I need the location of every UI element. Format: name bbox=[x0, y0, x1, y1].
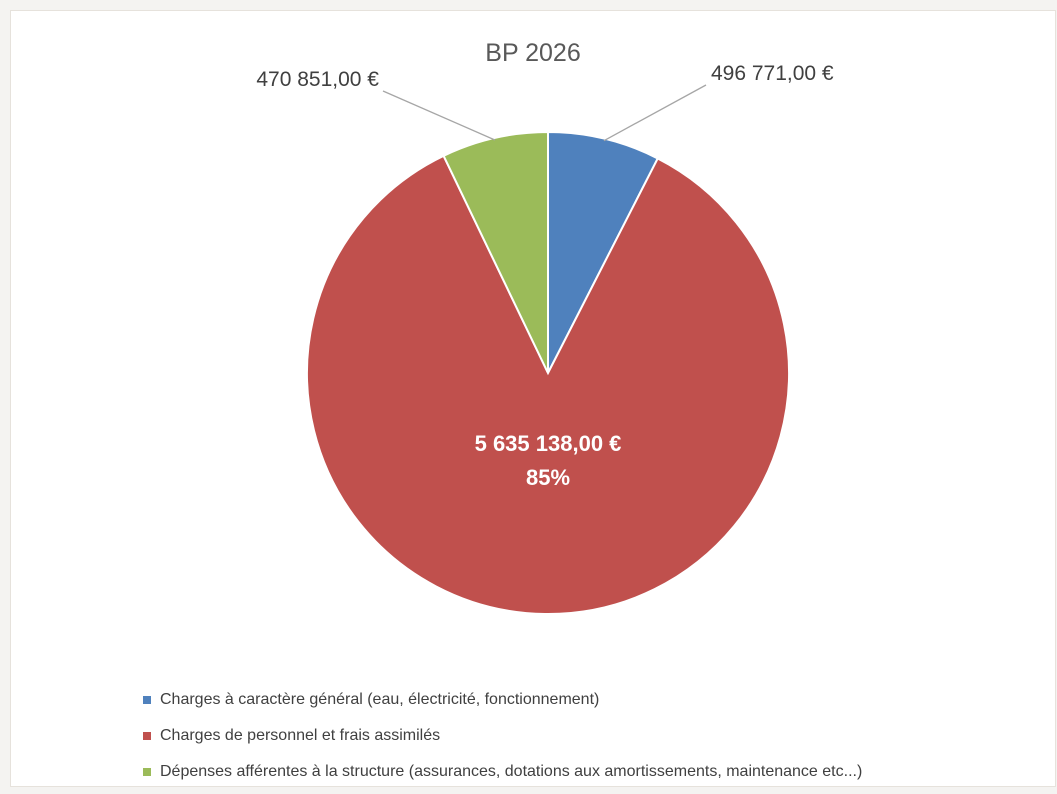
legend-item: Dépenses afférentes à la structure (assu… bbox=[143, 758, 1003, 786]
pie-chart: 496 771,00 € 5 635 138,00 € 85% 470 851,00 … bbox=[256, 62, 834, 615]
leader-line bbox=[603, 84, 707, 142]
data-label: 470 851,00 € bbox=[256, 68, 379, 91]
legend-item: Charges à caractère général (eau, électr… bbox=[143, 686, 1003, 714]
legend: Charges à caractère général (eau, électr… bbox=[143, 686, 1003, 794]
chart-area: BP 2026 496 771,00 € 5 635 138,00 € 85% 470… bbox=[10, 10, 1056, 787]
legend-item: Charges de personnel et frais assimilés bbox=[143, 722, 1003, 750]
data-label: 496 771,00 € bbox=[711, 62, 834, 85]
legend-swatch bbox=[143, 696, 151, 704]
legend-label: Dépenses afférentes à la structure (assu… bbox=[160, 763, 863, 780]
leader-line bbox=[382, 90, 496, 141]
pie-slice bbox=[442, 130, 549, 374]
legend-swatch bbox=[143, 732, 151, 740]
percent-label: 85% bbox=[526, 465, 570, 490]
legend-label: Charges de personnel et frais assimilés bbox=[160, 727, 441, 744]
legend-swatch bbox=[143, 768, 151, 776]
legend-label: Charges à caractère général (eau, électr… bbox=[160, 691, 600, 708]
pie-slice bbox=[306, 154, 790, 615]
chart-title: BP 2026 bbox=[485, 39, 581, 67]
data-label: 5 635 138,00 € bbox=[475, 431, 622, 456]
pie-slice bbox=[547, 130, 660, 374]
